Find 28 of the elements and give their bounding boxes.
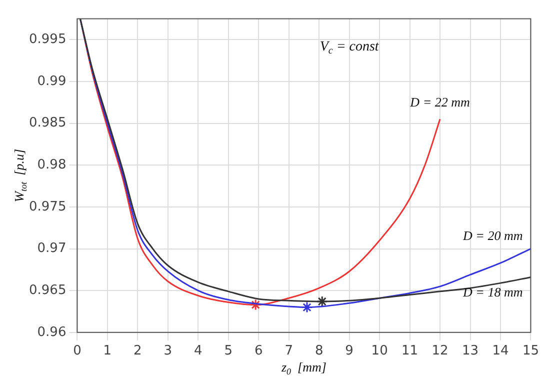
x-tick-label: 15: [522, 344, 539, 359]
x-tick-label: 8: [314, 344, 324, 359]
series-label: D = 20 mm: [462, 228, 523, 244]
y-tick-label: 0.99: [37, 74, 66, 89]
y-tick-label: 0.995: [29, 32, 66, 48]
y-tick-label: 0.97: [37, 241, 66, 256]
series-label: D = 22 mm: [409, 94, 470, 110]
x-tick-label: 6: [254, 344, 263, 359]
x-tick-label: 2: [134, 344, 142, 359]
y-tick-label: 0.96: [37, 324, 66, 340]
x-tick-label: 5: [224, 344, 233, 359]
x-tick-label: 7: [284, 344, 293, 359]
x-tick-label: 3: [164, 344, 172, 359]
x-tick-label: 13: [462, 344, 479, 359]
x-tick-label: 0: [73, 344, 82, 359]
y-tick-label: 0.965: [29, 282, 66, 298]
y-axis-title: Wtot [p.u]: [11, 148, 28, 202]
x-tick-label: 1: [103, 344, 112, 359]
x-tick-label: 4: [194, 344, 202, 359]
series-label: D = 18 mm: [462, 284, 523, 300]
y-tick-label: 0.985: [29, 116, 66, 131]
x-tick-label: 10: [371, 344, 388, 359]
x-tick-label: 12: [432, 344, 448, 359]
y-tick-label: 0.975: [29, 199, 66, 214]
x-tick-label: 14: [492, 344, 509, 359]
x-tick-label: 11: [402, 344, 418, 359]
y-tick-label: 0.98: [37, 158, 66, 173]
x-tick-label: 9: [345, 344, 354, 359]
